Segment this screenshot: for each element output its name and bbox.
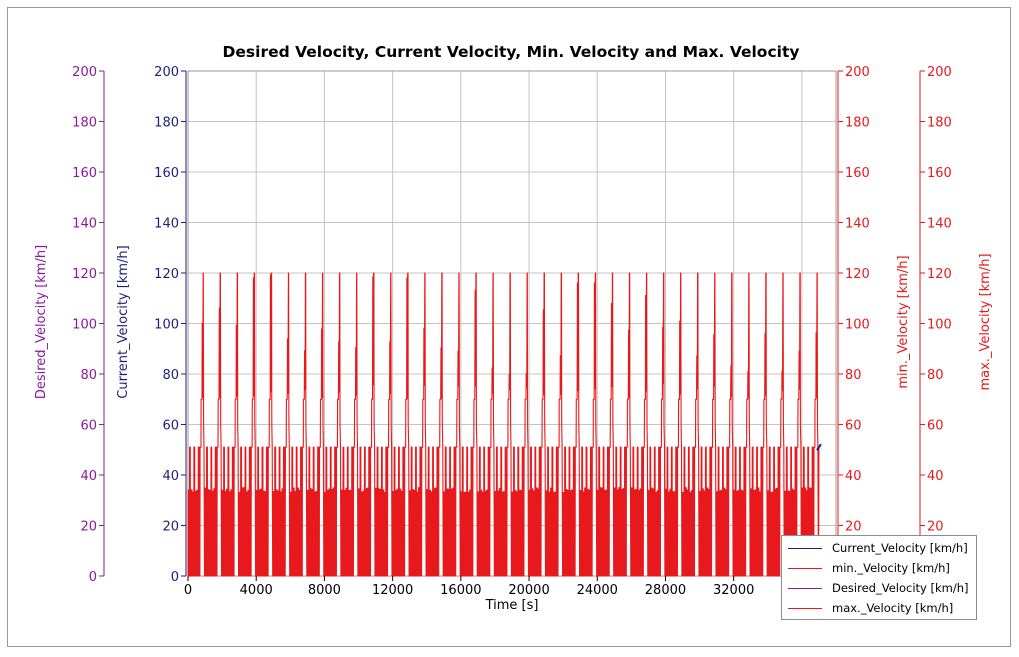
y-tick-label: 20	[162, 520, 179, 535]
y-tick-label: 40	[162, 469, 179, 484]
y-axis-label-min: min._Velocity [km/h]	[896, 255, 911, 388]
y-tick-label: 160	[154, 166, 179, 181]
y-axis-label-desired: Desired_Velocity [km/h]	[34, 245, 49, 399]
x-tick-label: 20000	[508, 583, 549, 598]
legend-item-min: min._Velocity [km/h]	[788, 559, 950, 577]
y-tick-label: 40	[845, 469, 862, 484]
y-tick-label: 80	[845, 368, 862, 383]
y-tick-label: 100	[154, 318, 179, 333]
y-tick-label: 180	[845, 116, 870, 131]
axes: 0400080001200016000200002400028000320003…	[72, 65, 952, 598]
y-tick-label: 200	[154, 65, 179, 80]
x-tick-label: 32000	[713, 583, 754, 598]
y-tick-label: 80	[927, 368, 944, 383]
y-tick-label: 20	[927, 520, 944, 535]
y-tick-label: 0	[171, 570, 179, 585]
y-tick-label: 200	[845, 65, 870, 80]
legend-label-current: Current_Velocity [km/h]	[832, 541, 968, 555]
y-axis-label-current: Current_Velocity [km/h]	[116, 245, 131, 398]
y-tick-label: 100	[927, 318, 952, 333]
x-tick-label: 0	[184, 583, 192, 598]
y-tick-label: 60	[845, 419, 862, 434]
y-tick-label: 140	[154, 217, 179, 232]
legend-label-min: min._Velocity [km/h]	[832, 561, 950, 575]
y-tick-label: 200	[72, 65, 97, 80]
x-tick-label: 16000	[440, 583, 481, 598]
x-tick-label: 28000	[645, 583, 686, 598]
y-tick-label: 40	[927, 469, 944, 484]
legend-swatch-current	[788, 547, 822, 549]
x-tick-label: 24000	[577, 583, 618, 598]
y-tick-label: 20	[80, 520, 97, 535]
chart-title: Desired Velocity, Current Velocity, Min.…	[223, 43, 800, 61]
y-tick-label: 160	[72, 166, 97, 181]
y-tick-label: 160	[927, 166, 952, 181]
legend-item-desired: Desired_Velocity [km/h]	[788, 579, 968, 597]
y-tick-label: 100	[845, 318, 870, 333]
y-tick-label: 120	[845, 267, 870, 282]
legend-swatch-max	[788, 607, 822, 609]
y-axis-label-max: max._Velocity [km/h]	[978, 253, 993, 390]
y-tick-label: 120	[154, 267, 179, 282]
y-tick-label: 140	[927, 217, 952, 232]
y-tick-label: 120	[927, 267, 952, 282]
y-tick-label: 40	[80, 469, 97, 484]
y-tick-label: 160	[845, 166, 870, 181]
y-tick-label: 180	[72, 116, 97, 131]
y-tick-label: 60	[162, 419, 179, 434]
x-axis-label: Time [s]	[485, 598, 539, 613]
x-tick-label: 4000	[240, 583, 273, 598]
series-current-end	[816, 443, 822, 451]
y-tick-label: 140	[72, 217, 97, 232]
y-tick-label: 180	[154, 116, 179, 131]
y-tick-label: 80	[162, 368, 179, 383]
x-tick-label: 8000	[308, 583, 341, 598]
legend-item-current: Current_Velocity [km/h]	[788, 539, 968, 557]
y-tick-label: 80	[80, 368, 97, 383]
x-tick-label: 12000	[372, 583, 413, 598]
y-tick-label: 180	[927, 116, 952, 131]
y-tick-label: 60	[927, 419, 944, 434]
y-tick-label: 100	[72, 318, 97, 333]
legend-swatch-min	[788, 567, 822, 569]
series-velocity-trace	[187, 272, 820, 577]
legend-label-max: max._Velocity [km/h]	[832, 601, 954, 615]
legend-swatch-desired	[788, 587, 822, 589]
chart-legend: Current_Velocity [km/h] min._Velocity [k…	[781, 535, 977, 620]
y-tick-label: 0	[89, 570, 97, 585]
legend-item-max: max._Velocity [km/h]	[788, 599, 953, 617]
y-tick-label: 200	[927, 65, 952, 80]
legend-label-desired: Desired_Velocity [km/h]	[832, 581, 969, 595]
y-tick-label: 20	[845, 520, 862, 535]
y-tick-label: 60	[80, 419, 97, 434]
plot-area	[187, 272, 822, 577]
y-tick-label: 140	[845, 217, 870, 232]
y-tick-label: 120	[72, 267, 97, 282]
